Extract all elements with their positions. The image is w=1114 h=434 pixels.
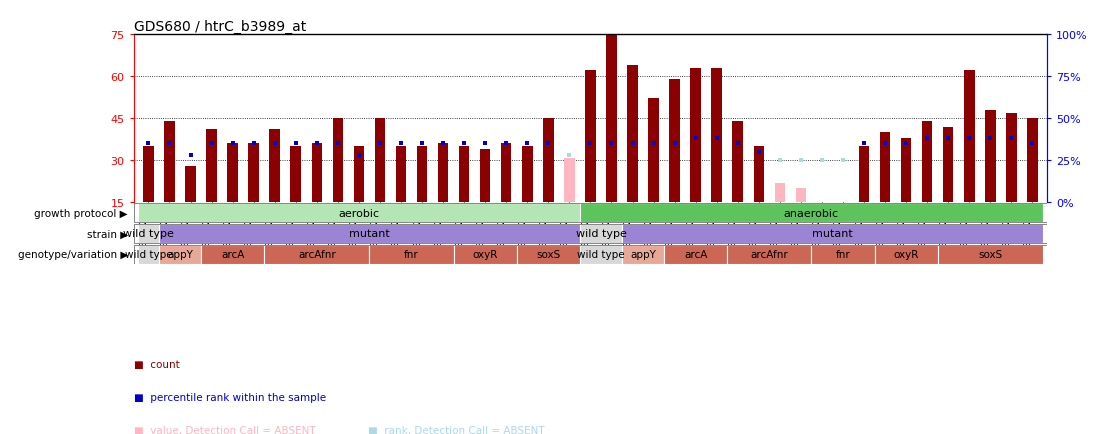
- Bar: [144, 147, 154, 203]
- Bar: [795, 189, 807, 203]
- Text: ■  count: ■ count: [134, 360, 179, 369]
- Bar: [164, 122, 175, 203]
- Bar: [585, 71, 596, 203]
- Bar: [670, 79, 680, 203]
- Text: oxyR: oxyR: [893, 250, 919, 260]
- Text: oxyR: oxyR: [472, 250, 498, 260]
- Bar: [138, 245, 159, 264]
- Bar: [138, 224, 159, 243]
- Bar: [517, 245, 580, 264]
- Bar: [201, 245, 264, 264]
- Text: arcAfnr: arcAfnr: [297, 250, 335, 260]
- Bar: [838, 203, 848, 223]
- Text: arcA: arcA: [221, 250, 244, 260]
- Bar: [543, 119, 554, 203]
- Bar: [942, 127, 954, 203]
- Bar: [501, 144, 511, 203]
- Bar: [438, 144, 448, 203]
- Bar: [964, 71, 975, 203]
- Bar: [185, 167, 196, 203]
- Text: growth protocol ▶: growth protocol ▶: [35, 208, 128, 218]
- Bar: [606, 35, 617, 203]
- Bar: [727, 245, 811, 264]
- Text: anaerobic: anaerobic: [784, 208, 839, 218]
- Text: fnr: fnr: [404, 250, 419, 260]
- Text: wild type: wild type: [577, 250, 625, 260]
- Text: aerobic: aerobic: [339, 208, 380, 218]
- Bar: [580, 204, 1043, 223]
- Bar: [580, 245, 622, 264]
- Text: genotype/variation ▶: genotype/variation ▶: [18, 250, 128, 260]
- Text: wild type: wild type: [125, 250, 173, 260]
- Bar: [312, 144, 322, 203]
- Bar: [733, 122, 743, 203]
- Text: GDS680 / htrC_b3989_at: GDS680 / htrC_b3989_at: [134, 20, 306, 34]
- Bar: [580, 224, 622, 243]
- Bar: [370, 245, 453, 264]
- Bar: [138, 204, 580, 223]
- Bar: [664, 245, 727, 264]
- Bar: [353, 147, 364, 203]
- Bar: [753, 147, 764, 203]
- Bar: [248, 144, 258, 203]
- Bar: [227, 144, 238, 203]
- Text: ■  percentile rank within the sample: ■ percentile rank within the sample: [134, 392, 325, 402]
- Bar: [480, 150, 490, 203]
- Bar: [1027, 119, 1037, 203]
- Bar: [691, 69, 701, 203]
- Bar: [333, 119, 343, 203]
- Text: strain ▶: strain ▶: [87, 229, 128, 239]
- Bar: [774, 184, 785, 203]
- Text: ■  rank, Detection Call = ABSENT: ■ rank, Detection Call = ABSENT: [368, 425, 545, 434]
- Bar: [417, 147, 428, 203]
- Bar: [270, 130, 280, 203]
- Text: soxS: soxS: [978, 250, 1003, 260]
- Text: appY: appY: [167, 250, 193, 260]
- Bar: [922, 122, 932, 203]
- Bar: [395, 147, 407, 203]
- Text: arcA: arcA: [684, 250, 707, 260]
- Bar: [453, 245, 517, 264]
- Text: wild type: wild type: [123, 229, 174, 239]
- Bar: [901, 138, 911, 203]
- Text: appY: appY: [631, 250, 656, 260]
- Text: wild type: wild type: [576, 229, 626, 239]
- Bar: [206, 130, 217, 203]
- Bar: [817, 203, 828, 223]
- Bar: [859, 147, 869, 203]
- Bar: [159, 245, 201, 264]
- Text: arcAfnr: arcAfnr: [751, 250, 789, 260]
- Bar: [522, 147, 532, 203]
- Bar: [564, 158, 575, 203]
- Bar: [811, 245, 874, 264]
- Text: mutant: mutant: [812, 229, 853, 239]
- Bar: [627, 66, 638, 203]
- Bar: [622, 224, 1043, 243]
- Bar: [880, 133, 890, 203]
- Bar: [648, 99, 658, 203]
- Bar: [985, 111, 996, 203]
- Text: ■  value, Detection Call = ABSENT: ■ value, Detection Call = ABSENT: [134, 425, 315, 434]
- Bar: [874, 245, 938, 264]
- Bar: [938, 245, 1043, 264]
- Text: mutant: mutant: [349, 229, 390, 239]
- Bar: [374, 119, 385, 203]
- Bar: [712, 69, 722, 203]
- Bar: [291, 147, 301, 203]
- Bar: [622, 245, 664, 264]
- Bar: [1006, 113, 1017, 203]
- Bar: [264, 245, 370, 264]
- Bar: [159, 224, 580, 243]
- Text: soxS: soxS: [536, 250, 560, 260]
- Text: fnr: fnr: [836, 250, 850, 260]
- Bar: [459, 147, 469, 203]
